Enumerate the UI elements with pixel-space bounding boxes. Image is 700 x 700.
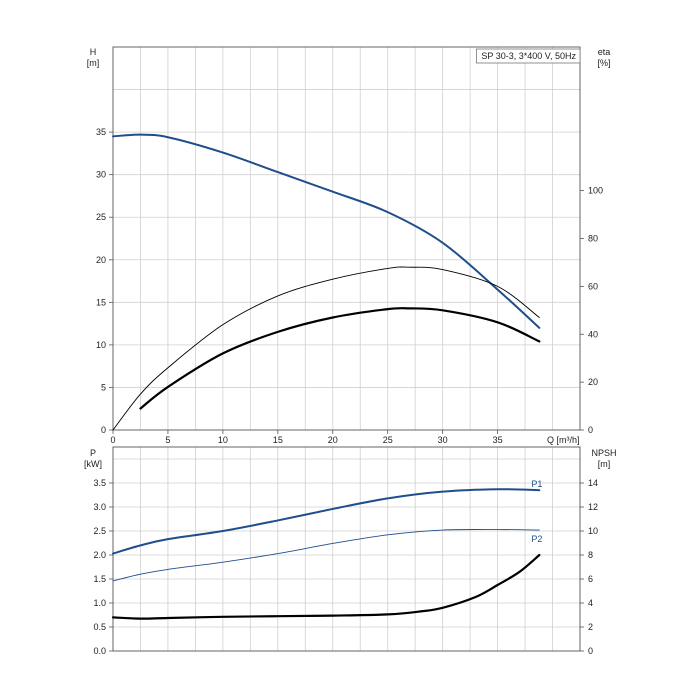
y-right-tick-label: 12 bbox=[588, 502, 598, 512]
y-right-axis-label: NPSH bbox=[591, 448, 616, 458]
chart-title-box bbox=[476, 48, 581, 64]
x-tick-label: 15 bbox=[273, 435, 283, 445]
series-line-1-2 bbox=[112, 266, 540, 431]
power-npsh-panel: 0.0 0.5 1.0 1.5 2.0 2.5 3.0 3.5 0 2 4 6 8 10 12 14 P[kW]… bbox=[84, 446, 617, 656]
series-line-1-1 bbox=[112, 133, 541, 329]
performance-panel: 0 5 10 15 20 25 30 35 0 20 40 60 80 100 0 5 10 15 20 25 30 35… bbox=[87, 46, 611, 445]
series-line-1-3 bbox=[139, 307, 541, 410]
plot-frame bbox=[112, 446, 581, 652]
y-right-axis-unit: [%] bbox=[597, 58, 610, 68]
series-label: P2 bbox=[531, 534, 542, 544]
y-right-tick-label: 100 bbox=[588, 186, 603, 196]
y-left-axis-label: P bbox=[90, 448, 96, 458]
y-right-tick-label: 6 bbox=[588, 574, 593, 584]
y-right-tick-label: 40 bbox=[588, 329, 598, 339]
y-right-tick-label: 2 bbox=[588, 622, 593, 632]
x-tick-label: 5 bbox=[165, 435, 170, 445]
y-left-tick-label: 30 bbox=[96, 170, 106, 180]
y-left-tick-label: 10 bbox=[96, 340, 106, 350]
x-tick-label: 20 bbox=[328, 435, 338, 445]
x-tick-label: 35 bbox=[493, 435, 503, 445]
y-right-axis-label: eta bbox=[598, 47, 611, 57]
series-line-2-3 bbox=[111, 553, 541, 620]
x-tick-label: 30 bbox=[438, 435, 448, 445]
y-left-tick-label: 25 bbox=[96, 212, 106, 222]
y-left-tick-label: 1.5 bbox=[93, 574, 106, 584]
y-left-tick-label: 3.0 bbox=[93, 502, 106, 512]
y-left-tick-label: 3.5 bbox=[93, 478, 106, 488]
x-axis-label: Q [m³/h] bbox=[547, 435, 580, 445]
y-left-tick-label: 0 bbox=[101, 425, 106, 435]
x-tick-label: 25 bbox=[383, 435, 393, 445]
y-right-axis-unit: [m] bbox=[598, 459, 611, 469]
series-line-2-2 bbox=[112, 529, 540, 582]
y-right-tick-label: 80 bbox=[588, 234, 598, 244]
series-label: P1 bbox=[531, 479, 542, 489]
y-left-tick-label: 0.5 bbox=[93, 622, 106, 632]
y-left-tick-label: 5 bbox=[101, 382, 106, 392]
chart-title: SP 30-3, 3*400 V, 50Hz bbox=[481, 51, 576, 61]
y-left-tick-label: 1.0 bbox=[93, 598, 106, 608]
x-tick-label: 10 bbox=[218, 435, 228, 445]
y-right-tick-label: 4 bbox=[588, 598, 593, 608]
y-left-tick-label: 2.5 bbox=[93, 526, 106, 536]
x-tick-label: 0 bbox=[110, 435, 115, 445]
y-right-tick-label: 20 bbox=[588, 377, 598, 387]
y-right-tick-label: 10 bbox=[588, 526, 598, 536]
series-line-2-1 bbox=[112, 488, 541, 555]
y-right-tick-label: 0 bbox=[588, 425, 593, 435]
y-left-tick-label: 20 bbox=[96, 255, 106, 265]
y-left-tick-label: 35 bbox=[96, 127, 106, 137]
y-left-axis-unit: [m] bbox=[87, 58, 100, 68]
y-right-tick-label: 0 bbox=[588, 646, 593, 656]
y-left-axis-label: H bbox=[90, 47, 97, 57]
y-left-tick-label: 0.0 bbox=[93, 646, 106, 656]
y-left-axis-unit: [kW] bbox=[84, 459, 102, 469]
plot-frame bbox=[112, 46, 581, 431]
y-left-tick-label: 15 bbox=[96, 297, 106, 307]
y-right-tick-label: 8 bbox=[588, 550, 593, 560]
y-left-tick-label: 2.0 bbox=[93, 550, 106, 560]
y-right-tick-label: 14 bbox=[588, 478, 598, 488]
y-right-tick-label: 60 bbox=[588, 281, 598, 291]
